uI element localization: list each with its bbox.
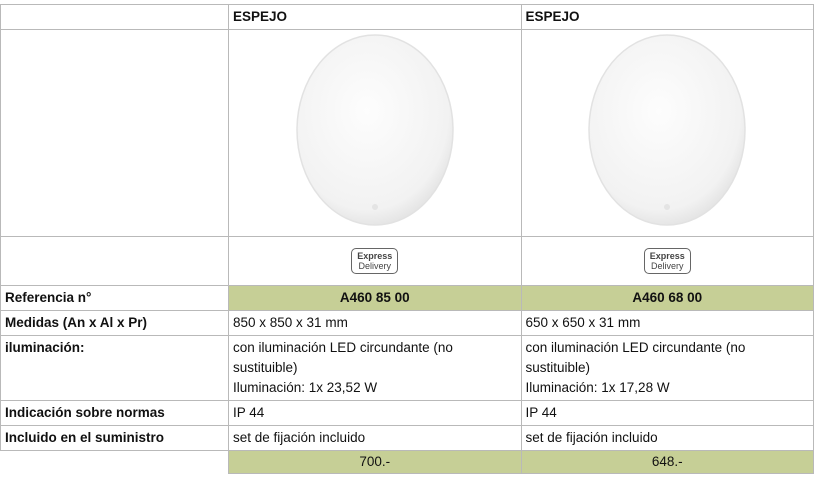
spec-value: con iluminación LED circundante (no sust… — [228, 335, 522, 401]
express-badge: Express Delivery — [643, 247, 691, 274]
comparison-table: ESPEJO ESPEJO Express Delivery Express Delive… — [0, 4, 814, 474]
column-title: ESPEJO — [520, 4, 814, 30]
spec-value: A460 68 00 — [520, 285, 814, 311]
column-title: ESPEJO — [228, 4, 522, 30]
express-badge: Express Delivery — [351, 247, 399, 274]
row-label: iluminación: — [0, 335, 229, 401]
row-label: Incluido en el suministro — [0, 425, 229, 451]
spec-value: con iluminación LED circundante (no sust… — [520, 335, 814, 401]
spec-line: Iluminación: 1x 23,52 W — [233, 380, 378, 395]
spec-value: 850 x 850 x 31 mm — [228, 310, 522, 336]
spec-value: IP 44 — [228, 400, 522, 426]
spec-row: Referencia n° A460 85 00 A460 68 00 — [0, 285, 814, 311]
badge-cell: Express Delivery — [520, 236, 814, 286]
price-row: 700.- 648.- — [0, 450, 814, 474]
spec-line: con iluminación LED circundante (no sust… — [525, 340, 746, 375]
image-row — [0, 29, 814, 237]
spec-value: A460 85 00 — [228, 285, 522, 311]
badge-line: Express — [649, 250, 685, 261]
corner-cell — [0, 4, 229, 30]
badge-cell: Express Delivery — [228, 236, 522, 286]
spec-row: Medidas (An x Al x Pr) 850 x 850 x 31 mm 6… — [0, 310, 814, 336]
spec-line: con iluminación LED circundante (no sust… — [233, 340, 453, 375]
empty-cell — [0, 29, 229, 237]
mirror-image — [588, 34, 746, 226]
spec-line: Iluminación: 1x 17,28 W — [525, 380, 670, 395]
badge-line: Delivery — [650, 260, 684, 271]
blank-cell — [0, 450, 229, 474]
spec-value: 650 x 650 x 31 mm — [520, 310, 814, 336]
mirror-image — [296, 34, 454, 226]
row-label: Referencia n° — [0, 285, 229, 311]
spec-row: Incluido en el suministro set de fijación… — [0, 425, 814, 451]
header-row: ESPEJO ESPEJO — [0, 4, 814, 30]
price: 700.- — [228, 450, 522, 474]
spec-value: set de fijación incluido — [520, 425, 814, 451]
empty-cell — [0, 236, 229, 286]
row-label: Indicación sobre normas — [0, 400, 229, 426]
row-label: Medidas (An x Al x Pr) — [0, 310, 229, 336]
spec-row: Indicación sobre normas IP 44 IP 44 — [0, 400, 814, 426]
spec-row: iluminación: con iluminación LED circunda… — [0, 335, 814, 401]
badge-line: Express — [357, 250, 393, 261]
image-cell — [520, 29, 814, 237]
badge-line: Delivery — [358, 260, 391, 271]
badge-row: Express Delivery Express Delivery — [0, 236, 814, 286]
price: 648.- — [520, 450, 814, 474]
spec-value: IP 44 — [520, 400, 814, 426]
spec-value: set de fijación incluido — [228, 425, 522, 451]
image-cell — [228, 29, 522, 237]
page: ESPEJO ESPEJO Express Delivery Express Delive… — [0, 4, 814, 497]
